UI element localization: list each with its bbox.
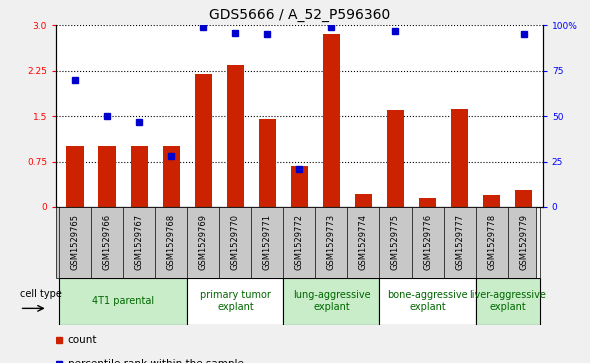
Bar bbox=[451, 109, 468, 207]
Title: GDS5666 / A_52_P596360: GDS5666 / A_52_P596360 bbox=[209, 8, 390, 22]
Text: cell type: cell type bbox=[19, 289, 61, 299]
Bar bbox=[188, 278, 283, 325]
Bar bbox=[355, 193, 372, 207]
Text: GSM1529771: GSM1529771 bbox=[263, 214, 272, 270]
Bar bbox=[99, 146, 116, 207]
Text: lung-aggressive
explant: lung-aggressive explant bbox=[293, 290, 371, 312]
Text: bone-aggressive
explant: bone-aggressive explant bbox=[387, 290, 468, 312]
Text: GSM1529773: GSM1529773 bbox=[327, 214, 336, 270]
Text: GSM1529770: GSM1529770 bbox=[231, 214, 240, 270]
Text: GSM1529775: GSM1529775 bbox=[391, 214, 400, 270]
Bar bbox=[323, 34, 340, 207]
Text: GSM1529772: GSM1529772 bbox=[295, 214, 304, 270]
Bar bbox=[379, 278, 476, 325]
Text: GSM1529769: GSM1529769 bbox=[199, 214, 208, 270]
Bar bbox=[130, 146, 148, 207]
Bar bbox=[386, 110, 404, 207]
Text: GSM1529774: GSM1529774 bbox=[359, 214, 368, 270]
Bar bbox=[258, 119, 276, 207]
Text: GSM1529767: GSM1529767 bbox=[135, 214, 144, 270]
Bar bbox=[476, 278, 540, 325]
Bar bbox=[483, 195, 500, 207]
Text: GSM1529778: GSM1529778 bbox=[487, 214, 496, 270]
Bar bbox=[515, 190, 532, 207]
Bar bbox=[419, 198, 437, 207]
Text: GSM1529768: GSM1529768 bbox=[167, 214, 176, 270]
Text: GSM1529777: GSM1529777 bbox=[455, 214, 464, 270]
Text: count: count bbox=[68, 335, 97, 345]
Text: 4T1 parental: 4T1 parental bbox=[92, 296, 155, 306]
Bar bbox=[227, 65, 244, 207]
Bar bbox=[162, 146, 180, 207]
Text: percentile rank within the sample: percentile rank within the sample bbox=[68, 359, 244, 363]
Bar bbox=[291, 166, 308, 207]
Bar bbox=[195, 74, 212, 207]
Text: primary tumor
explant: primary tumor explant bbox=[200, 290, 271, 312]
Bar bbox=[59, 278, 188, 325]
Text: GSM1529765: GSM1529765 bbox=[71, 214, 80, 270]
Bar bbox=[67, 146, 84, 207]
Text: GSM1529779: GSM1529779 bbox=[519, 214, 528, 270]
Bar bbox=[283, 278, 379, 325]
Text: liver-aggressive
explant: liver-aggressive explant bbox=[469, 290, 546, 312]
Text: GSM1529776: GSM1529776 bbox=[423, 214, 432, 270]
Text: GSM1529766: GSM1529766 bbox=[103, 214, 112, 270]
